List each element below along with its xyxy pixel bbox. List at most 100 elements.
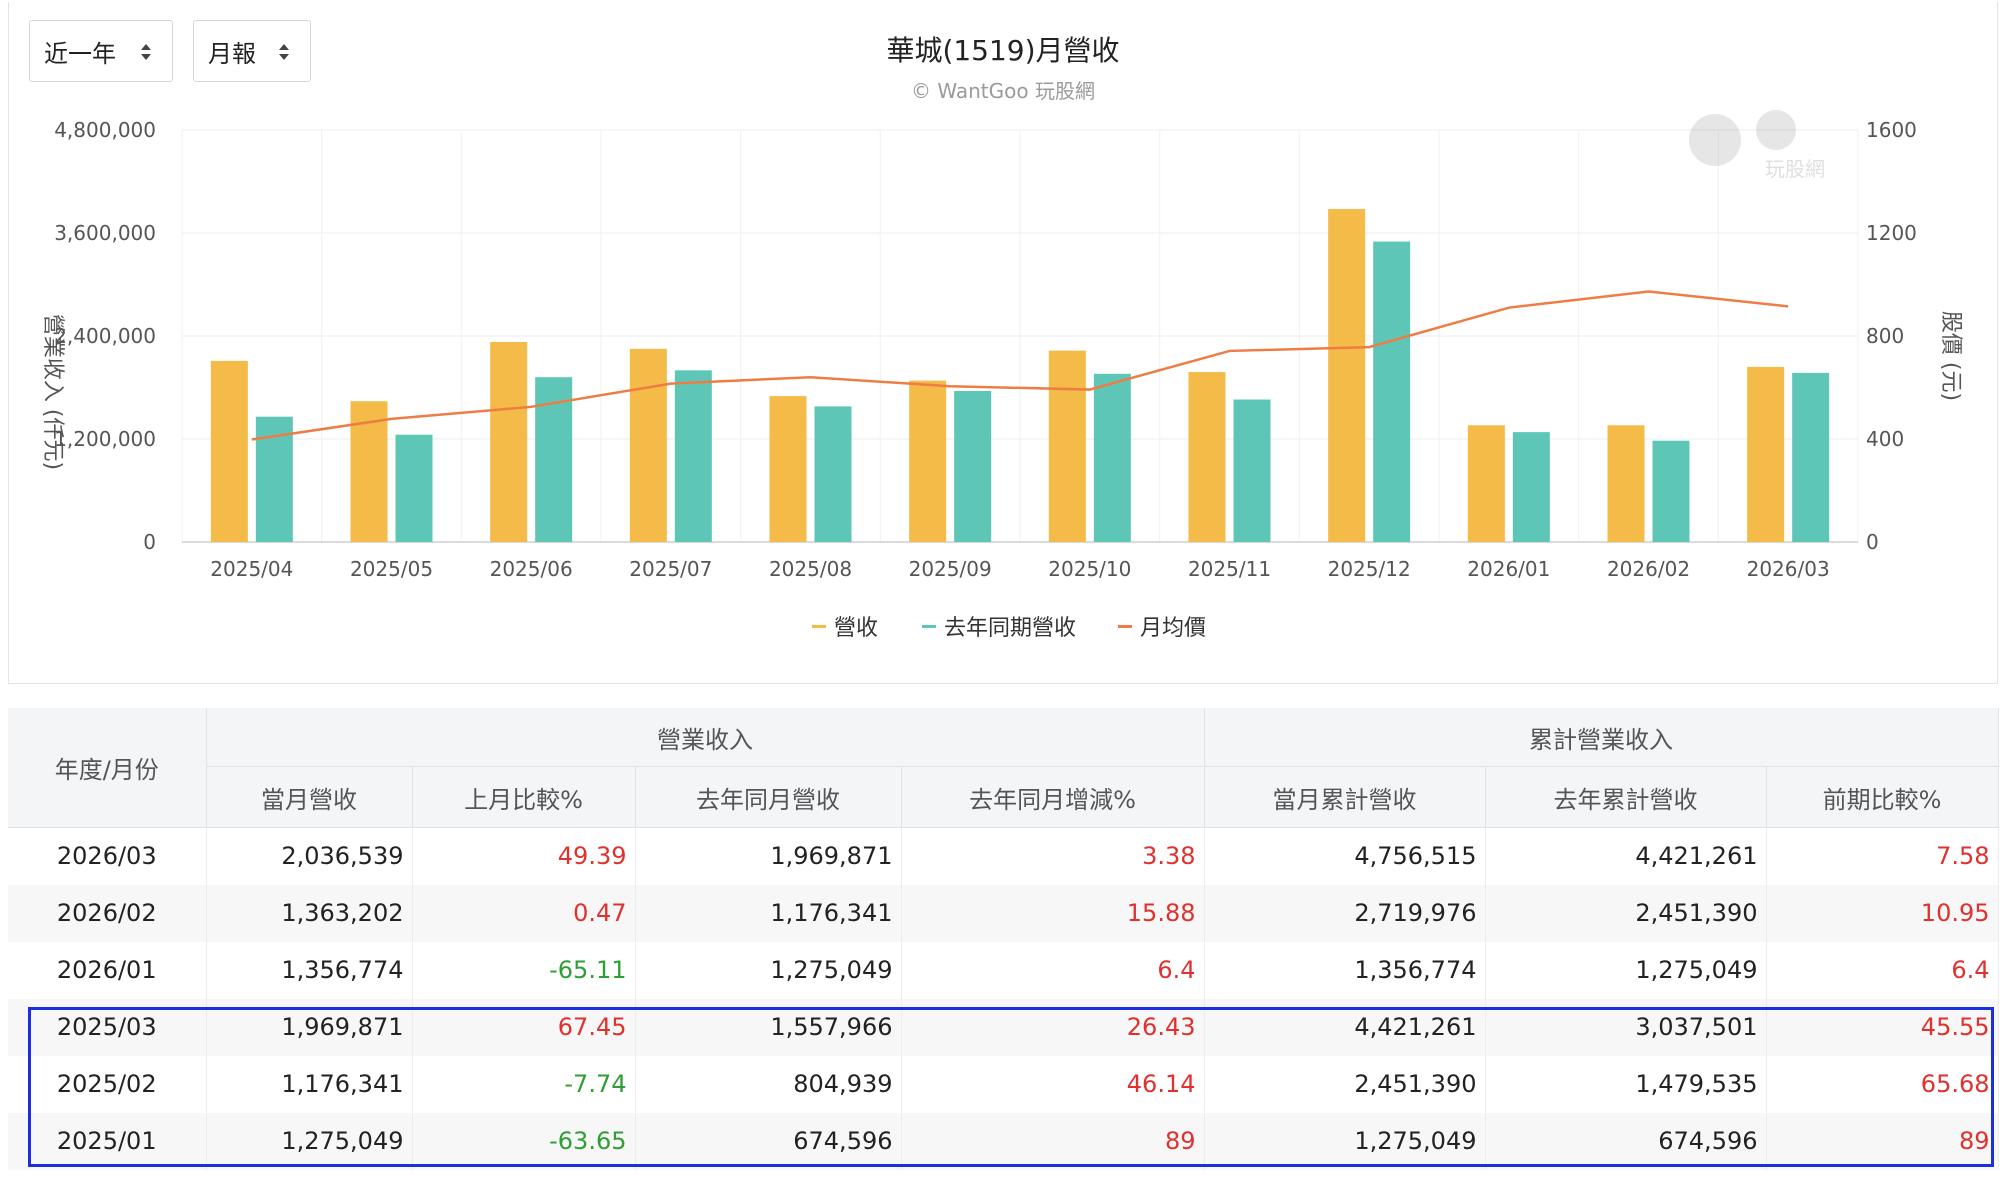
x-tick-label: 2025/11 — [1188, 557, 1271, 581]
column-header: 前期比較% — [1766, 766, 1999, 828]
row-date: 2025/03 — [8, 998, 207, 1056]
table-cell: -63.65 — [412, 1112, 636, 1170]
x-tick-label: 2025/06 — [490, 557, 573, 581]
column-header: 當月累計營收 — [1204, 766, 1486, 828]
table-cell: 7.58 — [1766, 827, 1999, 885]
grid-lines — [181, 129, 1859, 543]
range-select-label: 近一年 — [44, 39, 116, 68]
x-tick-label: 2026/01 — [1467, 557, 1550, 581]
revenue-bar — [210, 360, 248, 542]
legend-item-last-year[interactable]: 去年同期營收 — [922, 616, 1076, 641]
row-date: 2025/01 — [8, 1112, 207, 1170]
table-cell: 10.95 — [1766, 884, 1999, 942]
last-year-bar — [954, 390, 992, 542]
last-year-bar — [674, 370, 712, 542]
table-cell: 49.39 — [412, 827, 636, 885]
table-cell: -65.11 — [412, 941, 636, 999]
table-cell: 89 — [1766, 1112, 1999, 1170]
legend-item-revenue[interactable]: 營收 — [812, 616, 878, 641]
sort-arrows-icon — [279, 44, 289, 60]
y-tick-label: 3,600,000 — [54, 221, 156, 245]
revenue-bar — [1328, 208, 1366, 542]
x-tick-label: 2025/08 — [769, 557, 852, 581]
last-year-bar — [814, 406, 852, 542]
row-date: 2026/01 — [8, 941, 207, 999]
x-tick-label: 2025/07 — [629, 557, 712, 581]
range-select[interactable]: 近一年 — [29, 20, 173, 82]
period-select[interactable]: 月報 — [193, 20, 311, 82]
header-group-revenue: 營業收入 — [206, 708, 1205, 767]
table-cell: 2,036,539 — [206, 827, 413, 885]
y2-tick-label: 1200 — [1866, 221, 1917, 245]
table-cell: 6.4 — [901, 941, 1205, 999]
revenue-bar — [909, 380, 947, 542]
legend: 營收 去年同期營收 月均價 — [812, 616, 1206, 641]
last-year-bar — [1233, 399, 1271, 542]
y-tick-label: 2,400,000 — [54, 324, 156, 348]
column-header: 去年同月營收 — [635, 766, 902, 828]
column-header: 去年同月增減% — [901, 766, 1205, 828]
y2-tick-label: 800 — [1866, 324, 1904, 348]
column-header: 上月比較% — [412, 766, 636, 828]
table-cell: 89 — [901, 1112, 1205, 1170]
row-date: 2026/03 — [8, 827, 207, 885]
revenue-table: 年度/月份 營業收入 累計營業收入 當月營收 上月比較% 去年同月營收 去年同月增減%… — [8, 708, 1999, 1170]
table-cell: 1,176,341 — [635, 884, 902, 942]
table-cell: 1,363,202 — [206, 884, 413, 942]
table-cell: 3,037,501 — [1485, 998, 1767, 1056]
table-row: 2026/01 1,356,774 -65.11 1,275,049 6.4 1,356,… — [8, 941, 1999, 999]
chart-panel — [8, 2, 1998, 684]
table-row: 2026/02 1,363,202 0.47 1,176,341 15.88 2,719,… — [8, 884, 1999, 942]
table-cell: 674,596 — [635, 1112, 902, 1170]
table-cell: 1,275,049 — [1485, 941, 1767, 999]
table-cell: 1,356,774 — [206, 941, 413, 999]
table-cell: 2,451,390 — [1204, 1055, 1486, 1113]
y-tick-label: 4,800,000 — [54, 118, 156, 142]
revenue-bar — [490, 342, 528, 542]
last-year-bar — [395, 434, 433, 542]
table-row: 2025/03 1,969,871 67.45 1,557,966 26.43 4,421… — [8, 998, 1999, 1056]
watermark-logo: 玩股網 — [1689, 110, 1825, 181]
table-cell: 67.45 — [412, 998, 636, 1056]
row-date: 2026/02 — [8, 884, 207, 942]
revenue-bar — [1607, 425, 1645, 542]
table-cell: 3.38 — [901, 827, 1205, 885]
legend-item-avg-price[interactable]: 月均價 — [1118, 616, 1206, 641]
table-cell: 46.14 — [901, 1055, 1205, 1113]
table-cell: 2,719,976 — [1204, 884, 1486, 942]
table-cell: 4,421,261 — [1485, 827, 1767, 885]
table-row: 2026/03 2,036,539 49.39 1,969,871 3.38 4,756,… — [8, 827, 1999, 885]
y2-axis-title: 股價 (元) — [1938, 311, 1963, 401]
y2-tick-label: 400 — [1866, 427, 1904, 451]
table-cell: 1,356,774 — [1204, 941, 1486, 999]
table-row: 2025/01 1,275,049 -63.65 674,596 89 1,275,049… — [8, 1112, 1999, 1170]
table-cell: 804,939 — [635, 1055, 902, 1113]
x-tick-label: 2026/03 — [1747, 557, 1830, 581]
revenue-bar — [1467, 425, 1505, 542]
revenue-bar — [1188, 372, 1226, 542]
x-tick-label: 2025/05 — [350, 557, 433, 581]
revenue-bar — [769, 396, 807, 542]
table-cell: 1,969,871 — [206, 998, 413, 1056]
y-axis-title: 營業收入 (仟元) — [40, 314, 65, 470]
table-cell: 15.88 — [901, 884, 1205, 942]
table-cell: 4,421,261 — [1204, 998, 1486, 1056]
revenue-bar — [1747, 366, 1785, 542]
svg-text:去年同期營收: 去年同期營收 — [944, 616, 1076, 641]
svg-text:營收: 營收 — [834, 616, 878, 641]
last-year-bar — [1373, 241, 1411, 543]
column-header: 去年累計營收 — [1485, 766, 1767, 828]
x-tick-label: 2025/09 — [909, 557, 992, 581]
last-year-bar — [1792, 372, 1830, 542]
table-cell: 4,756,515 — [1204, 827, 1486, 885]
revenue-bar — [1048, 350, 1086, 542]
last-year-bar — [1652, 440, 1690, 542]
y2-tick-label: 0 — [1866, 530, 1879, 554]
chart-title: 華城(1519)月營收 — [886, 34, 1119, 67]
x-tick-label: 2025/10 — [1048, 557, 1131, 581]
x-tick-label: 2025/12 — [1328, 557, 1411, 581]
table-cell: 26.43 — [901, 998, 1205, 1056]
revenue-chart: 0 1,200,000 2,400,000 3,600,000 4,800,000 0 40… — [40, 34, 1963, 641]
table-cell: 0.47 — [412, 884, 636, 942]
table-cell: 1,275,049 — [1204, 1112, 1486, 1170]
